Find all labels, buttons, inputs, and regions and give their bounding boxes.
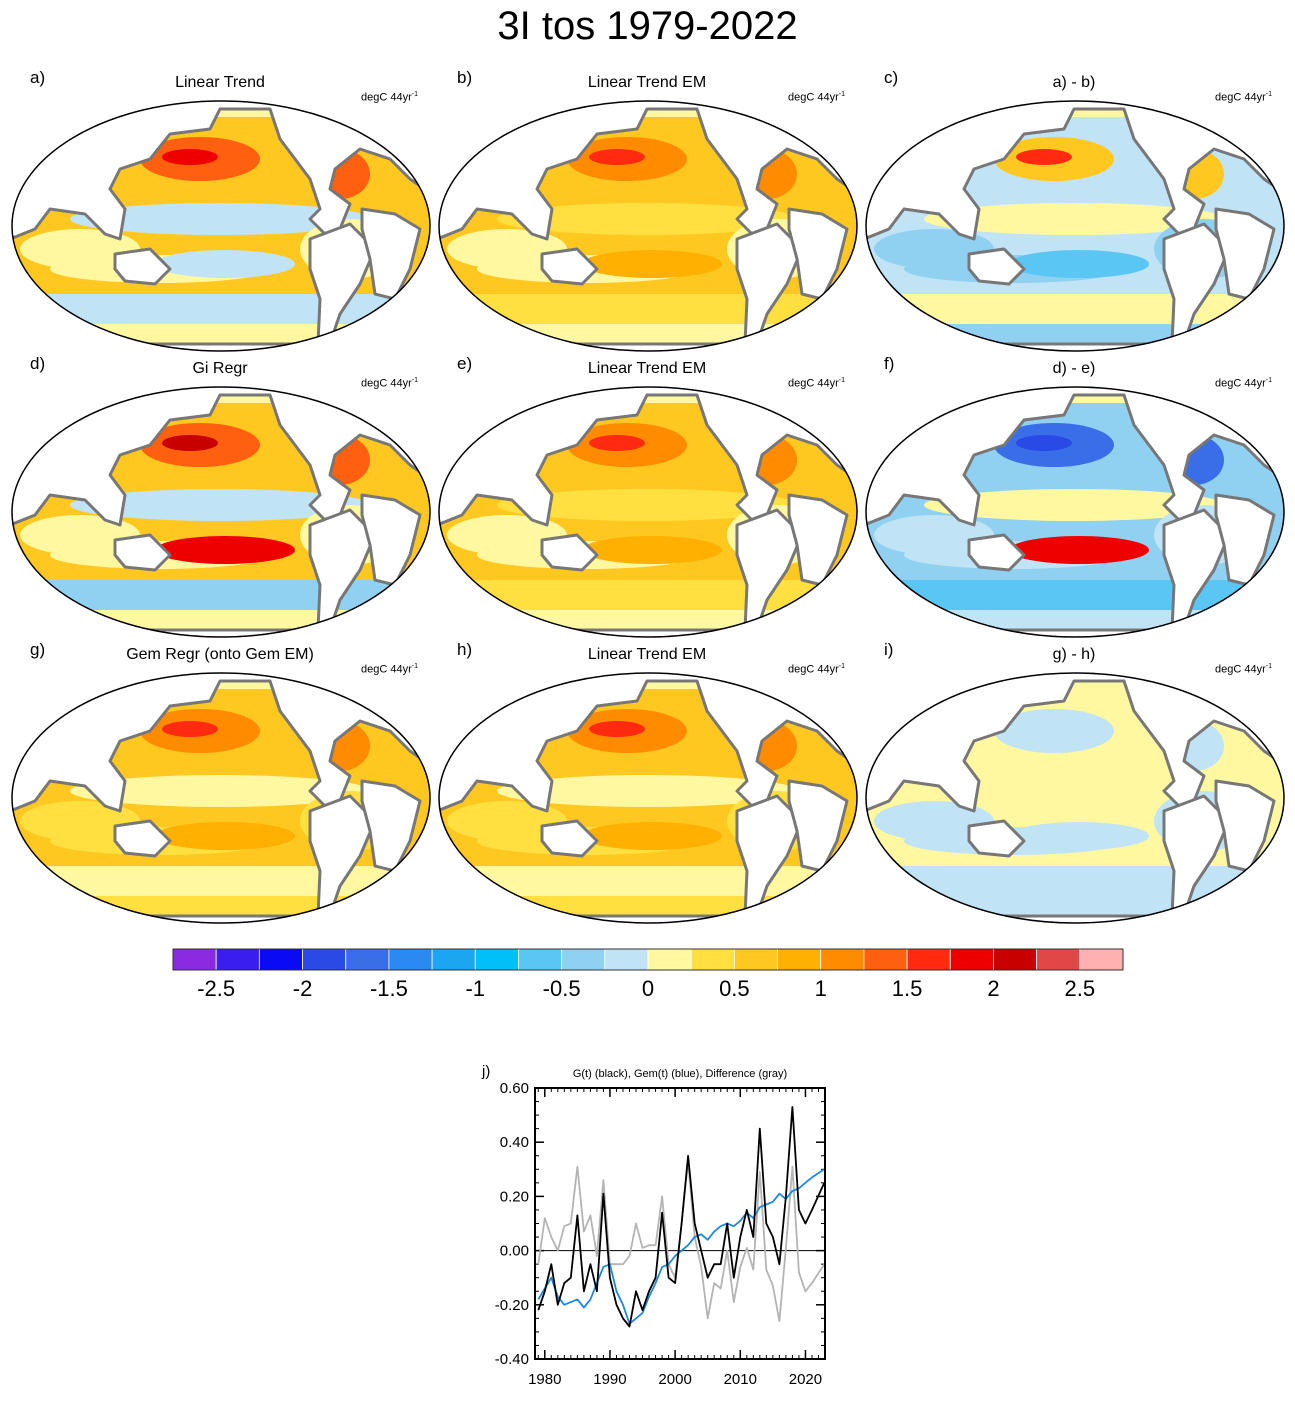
colorbar-box: [993, 948, 1038, 971]
panel-units: degC 44yr-1: [1215, 91, 1272, 104]
panel-letter: d): [30, 354, 46, 373]
panel-letter: e): [457, 354, 473, 373]
panel-units: degC 44yr-1: [788, 377, 845, 390]
panel-letter: i): [884, 640, 894, 659]
y-tick-label: 0.40: [500, 1134, 529, 1151]
x-tick-label: 1990: [593, 1371, 626, 1388]
colorbar-box: [863, 948, 908, 971]
colorbar-box: [604, 948, 649, 971]
map-canvas: [865, 386, 1285, 638]
colorbar-tick-label: 2: [987, 976, 999, 1001]
map-panel: i) g) - h) degC 44yr-1: [864, 640, 1285, 925]
colorbar-box: [561, 948, 606, 971]
colorbar-box: [690, 948, 735, 971]
panel-title: Linear Trend EM: [587, 360, 707, 377]
colorbar-box: [518, 948, 563, 971]
colorbar-tick-label: 1.5: [892, 976, 923, 1001]
colorbar-box: [820, 948, 865, 971]
map-panel: a) Linear Trend degC 44yr-1: [10, 68, 431, 353]
colorbar-tick-label: 2.5: [1065, 976, 1096, 1001]
map-canvas: [865, 672, 1285, 924]
panel-units: degC 44yr-1: [1215, 663, 1272, 676]
colorbar-box: [1036, 948, 1081, 971]
panel-units: degC 44yr-1: [1215, 377, 1272, 390]
map-panel: c) a) - b) degC 44yr-1: [864, 68, 1285, 353]
panel-letter: b): [457, 68, 473, 87]
colorbar-box: [777, 948, 822, 971]
panel-title: Linear Trend: [175, 74, 265, 91]
panel-units: degC 44yr-1: [788, 663, 845, 676]
colorbar-box: [302, 948, 347, 971]
panel-letter: c): [884, 68, 899, 87]
colorbar-box: [733, 948, 778, 971]
y-tick-label: 0.20: [500, 1188, 529, 1205]
panel-title: Linear Trend EM: [587, 646, 707, 663]
chart-panel-letter: j): [481, 1063, 490, 1080]
panel-units: degC 44yr-1: [361, 91, 418, 104]
panel-title: Gi Regr: [192, 360, 248, 377]
colorbar-box: [388, 948, 433, 971]
panel-units: degC 44yr-1: [361, 663, 418, 676]
map-canvas: [11, 672, 431, 924]
panel-title: d) - e): [1052, 360, 1096, 377]
colorbar-tick-label: -0.5: [543, 976, 581, 1001]
panel-title: a) - b): [1052, 74, 1096, 91]
colorbar-box: [172, 948, 217, 971]
series-line: [537, 1106, 826, 1328]
colorbar-tick-label: -2: [293, 976, 313, 1001]
colorbar-box: [345, 948, 390, 971]
y-tick-label: 0.60: [500, 1080, 529, 1097]
colorbar-box: [949, 948, 994, 971]
colorbar-box: [906, 948, 951, 971]
map-canvas: [865, 100, 1285, 352]
panel-units: degC 44yr-1: [788, 91, 845, 104]
colorbar-tick-label: -1: [465, 976, 485, 1001]
map-panel: f) d) - e) degC 44yr-1: [864, 354, 1285, 639]
colorbar-tick-label: 0: [642, 976, 654, 1001]
colorbar-box: [1079, 948, 1124, 971]
x-tick-label: 1980: [528, 1371, 561, 1388]
panel-title: g) - h): [1052, 646, 1096, 663]
colorbar-tick-label: 0.5: [719, 976, 750, 1001]
y-tick-label: -0.40: [495, 1351, 529, 1368]
y-tick-label: -0.20: [495, 1297, 529, 1314]
panel-title: Linear Trend EM: [587, 74, 707, 91]
colorbar-box: [474, 948, 519, 971]
colorbar-box: [215, 948, 260, 971]
timeseries-chart: j) G(t) (black), Gem(t) (blue), Differenc…: [481, 1063, 826, 1388]
y-tick-label: 0.00: [500, 1243, 529, 1260]
x-tick-label: 2020: [789, 1371, 822, 1388]
panel-letter: h): [457, 640, 473, 659]
map-panel: h) Linear Trend EM degC 44yr-1: [437, 640, 858, 925]
map-canvas: [438, 100, 858, 352]
map-panel: g) Gem Regr (onto Gem EM) degC 44yr-1: [10, 640, 431, 925]
map-canvas: [438, 672, 858, 924]
panel-letter: f): [884, 354, 895, 373]
map-panel: e) Linear Trend EM degC 44yr-1: [437, 354, 858, 639]
colorbar-tick-label: -1.5: [370, 976, 408, 1001]
map-panel: d) Gi Regr degC 44yr-1: [10, 354, 431, 639]
map-canvas: [438, 386, 858, 638]
colorbar-box: [258, 948, 303, 971]
x-tick-label: 2000: [658, 1371, 691, 1388]
figure-title: 3I tos 1979-2022: [497, 4, 798, 48]
chart-title: G(t) (black), Gem(t) (blue), Difference …: [573, 1068, 787, 1080]
panel-letter: g): [30, 640, 46, 659]
panel-title: Gem Regr (onto Gem EM): [126, 646, 314, 663]
panel-units: degC 44yr-1: [361, 377, 418, 390]
colorbar: -2.5 -2 -1.5 -1 -0.5 0 0.5 1 1.5 2 2.5: [172, 948, 1124, 1001]
colorbar-box: [647, 948, 692, 971]
colorbar-box: [431, 948, 476, 971]
colorbar-tick-label: -2.5: [197, 976, 235, 1001]
colorbar-tick-label: 1: [815, 976, 827, 1001]
panel-letter: a): [30, 68, 46, 87]
map-canvas: [11, 386, 431, 638]
map-panel: b) Linear Trend EM degC 44yr-1: [437, 68, 858, 353]
x-tick-label: 2010: [724, 1371, 757, 1388]
map-canvas: [11, 100, 431, 352]
